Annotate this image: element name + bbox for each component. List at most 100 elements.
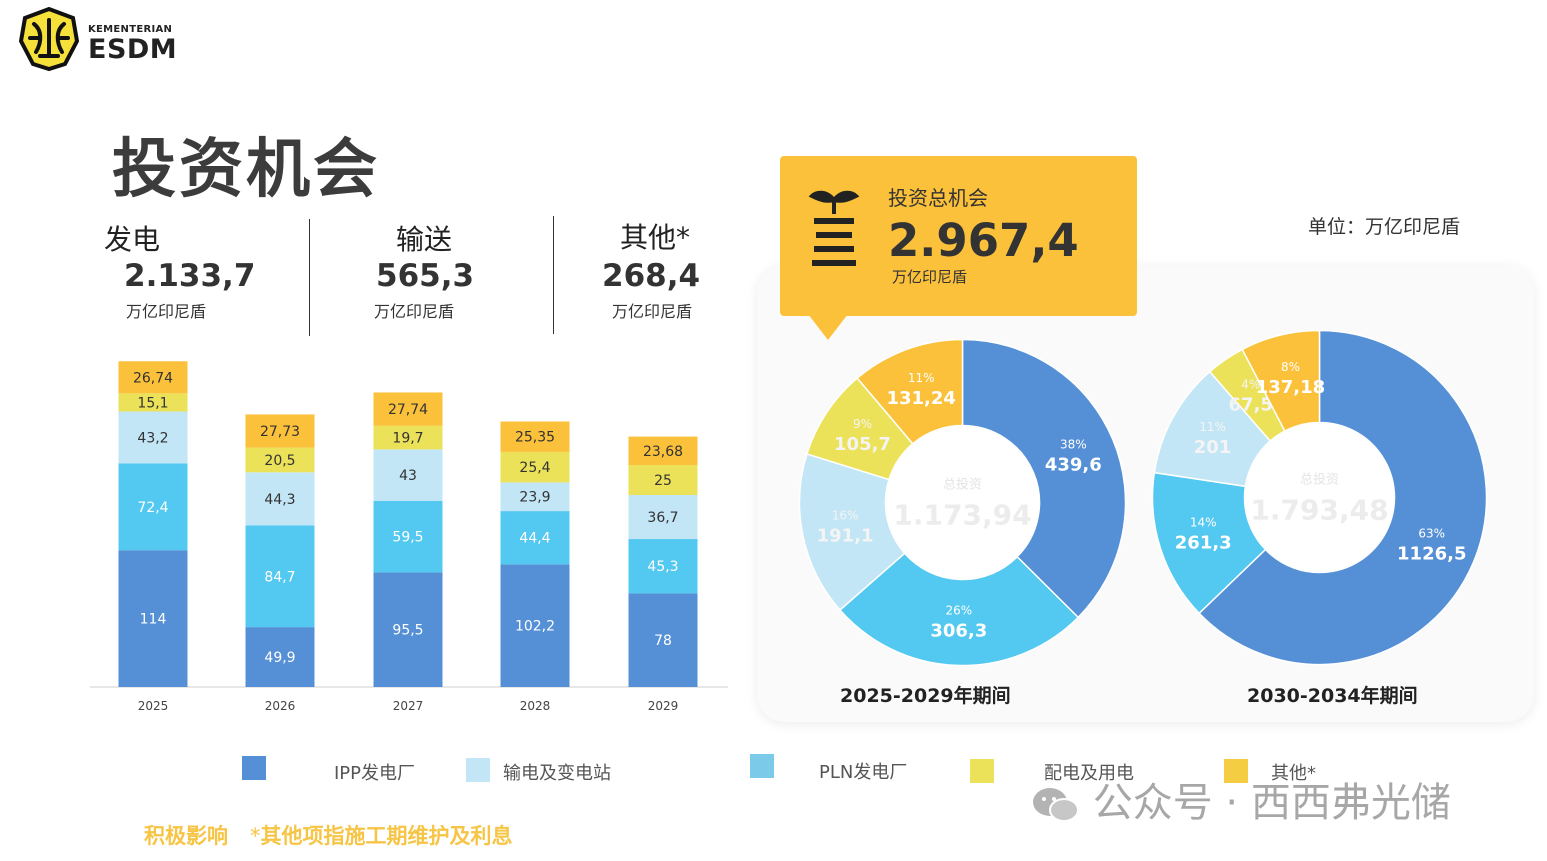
donut-center-label: 总投资 — [943, 477, 982, 493]
bar-value-label: 15,1 — [137, 395, 168, 411]
unit-note: 单位：万亿印尼盾 — [1308, 216, 1461, 238]
bar-segment — [118, 393, 188, 412]
bar-value-label: 44,4 — [519, 531, 550, 547]
callout-label: 投资总机会 — [888, 186, 988, 210]
bar-segment — [373, 572, 443, 687]
donut-slice — [961, 338, 1127, 619]
legend-swatch-ipp — [242, 756, 266, 780]
bar-segment — [500, 421, 570, 452]
donut-chart-2025-2029: 38% 439,6 26% 306,3 16% 191,1 9% 105,7 11% 131,24… — [798, 338, 1127, 667]
bar-segment — [500, 511, 570, 565]
logo-esdm-text: ESDM — [88, 34, 178, 65]
bar-value-label: 43,2 — [137, 430, 168, 446]
legend-swatch-other — [1224, 759, 1248, 783]
bar-value-label: 25,35 — [515, 430, 555, 446]
donut-value-label: 67,5 — [1229, 395, 1273, 416]
stat-name-transmission: 输送 — [396, 223, 453, 256]
donut-percent-label: 26% — [945, 603, 972, 617]
bar-segment — [118, 550, 188, 687]
donut-title-2030-2034: 2030-2034年期间 — [1247, 685, 1418, 707]
bar-value-label: 27,73 — [260, 424, 300, 440]
bar-value-label: 26,74 — [133, 370, 173, 386]
donut-slice — [838, 552, 1080, 667]
footer-note: *其他项指施工期维护及利息 — [250, 820, 513, 850]
watermark-text: 公众号 · 西西弗光储 — [1092, 780, 1451, 826]
esdm-logo: KEMENTERIAN ESDM — [18, 6, 198, 74]
bar-value-label: 45,3 — [647, 559, 678, 575]
stat-divider — [553, 216, 554, 334]
donut-percent-label: 11% — [1199, 420, 1226, 434]
bar-value-label: 25 — [654, 473, 672, 489]
bar-category-label: 2025 — [138, 699, 169, 713]
bar-segment — [628, 436, 698, 465]
bar-segment — [500, 482, 570, 512]
bar-category-label: 2029 — [648, 699, 679, 713]
stat-divider — [309, 219, 310, 336]
donut-hole — [886, 426, 1039, 579]
bar-segment — [373, 501, 443, 573]
bar-value-label: 20,5 — [264, 453, 295, 469]
stat-unit-transmission: 万亿印尼盾 — [374, 302, 455, 321]
donut-percent-label: 4% — [1241, 378, 1260, 392]
bar-segment — [245, 447, 315, 473]
bar-segment — [373, 449, 443, 501]
donut-chart-2030-2034: 63% 1126,5 14% 261,3 11% 201 4% 67,5 8% 137,18 总投资… — [1151, 329, 1488, 666]
donut-value-label: 131,24 — [886, 388, 955, 409]
bar-segment — [118, 361, 188, 394]
footer-positive-impact: 积极影响 — [144, 824, 228, 848]
stat-value-transmission: 565,3 — [376, 258, 475, 294]
donut-center-value: 1.793,48 — [1250, 494, 1388, 527]
donut-slice — [1198, 329, 1488, 666]
bar-value-label: 27,74 — [388, 402, 428, 418]
footer-note-text: 其他项指施工期维护及利息 — [260, 824, 513, 848]
stat-name-generation: 发电 — [104, 223, 161, 256]
legend-label-ipp: IPP发电厂 — [334, 763, 416, 784]
donut-value-label: 261,3 — [1175, 533, 1232, 554]
bar-value-label: 59,5 — [392, 530, 423, 546]
esdm-emblem-icon — [18, 6, 80, 72]
bar-value-label: 114 — [140, 612, 167, 628]
legend-label-distribution: 配电及用电 — [1044, 763, 1134, 784]
bar-segment — [500, 451, 570, 483]
donut-value-label: 201 — [1194, 437, 1232, 458]
logo-kementerian-text: KEMENTERIAN — [88, 24, 173, 35]
bar-value-label: 25,4 — [519, 460, 550, 476]
donut-slice — [798, 452, 906, 612]
stat-value-other: 268,4 — [602, 258, 701, 294]
bar-value-label: 43 — [399, 468, 417, 484]
stacked-bar-chart: 114 72,4 43,2 15,1 26,74 2025 49,9 84,7 44,3 20,5… — [90, 361, 728, 713]
bar-segment — [245, 525, 315, 628]
donut-slice — [1151, 471, 1267, 615]
donut-title-2025-2029: 2025-2029年期间 — [840, 685, 1011, 707]
donut-value-label: 191,1 — [817, 525, 874, 546]
bar-category-label: 2028 — [520, 699, 551, 713]
bar-segment — [245, 627, 315, 687]
bar-value-label: 84,7 — [264, 569, 295, 585]
callout-pointer — [808, 314, 848, 340]
donut-center-value: 1.173,94 — [893, 499, 1031, 532]
bar-segment — [628, 593, 698, 687]
bar-value-label: 78 — [654, 633, 672, 649]
legend-swatch-transmission — [466, 758, 490, 782]
callout-value: 2.967,4 — [888, 214, 1079, 267]
donut-value-label: 1126,5 — [1397, 543, 1466, 564]
bar-value-label: 95,5 — [392, 623, 423, 639]
bar-value-label: 49,9 — [264, 650, 295, 666]
bar-value-label: 44,3 — [264, 492, 295, 508]
legend-swatch-pln — [750, 754, 774, 778]
bar-segment — [245, 414, 315, 448]
sprout-icon — [808, 190, 860, 266]
bar-segment — [373, 392, 443, 426]
donut-percent-label: 8% — [1281, 360, 1300, 374]
bar-segment — [118, 463, 188, 551]
page-title: 投资机会 — [112, 133, 380, 207]
donut-percent-label: 63% — [1418, 526, 1445, 540]
stat-name-other: 其他* — [620, 221, 691, 254]
bar-value-label: 23,9 — [519, 490, 550, 506]
callout-unit: 万亿印尼盾 — [892, 268, 968, 286]
footer-asterisk: * — [250, 824, 261, 848]
donut-center-label: 总投资 — [1300, 472, 1339, 488]
bar-segment — [628, 539, 698, 594]
bar-category-label: 2026 — [265, 699, 296, 713]
stat-unit-generation: 万亿印尼盾 — [126, 302, 207, 321]
